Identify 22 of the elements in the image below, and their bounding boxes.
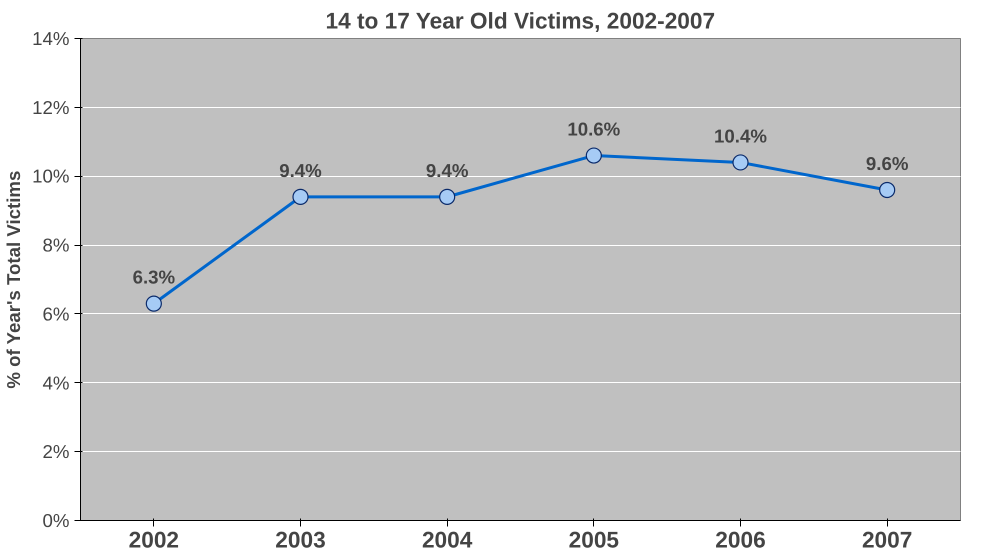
- y-axis-title: % of Year's Total Victims: [3, 170, 24, 389]
- x-tick-label: 2005: [568, 526, 620, 552]
- x-tick-label: 2003: [275, 526, 326, 552]
- x-tick-label: 2007: [862, 526, 912, 552]
- x-tick-label: 2004: [422, 526, 473, 552]
- data-label: 10.4%: [714, 125, 768, 146]
- data-label: 9.4%: [279, 160, 322, 181]
- data-label: 9.6%: [866, 152, 909, 174]
- y-tick-label: 14%: [32, 28, 70, 49]
- y-tick-label: 4%: [42, 372, 70, 394]
- data-label: 9.4%: [426, 160, 469, 181]
- x-tick-label: 2006: [715, 526, 766, 552]
- y-tick-label: 2%: [42, 441, 70, 462]
- chart-title: 14 to 17 Year Old Victims, 2002-2007: [325, 8, 716, 34]
- data-label: 6.3%: [132, 266, 176, 288]
- y-tick-label: 12%: [32, 96, 70, 118]
- data-label: 10.6%: [567, 118, 621, 140]
- y-tick-label: 0%: [42, 510, 70, 531]
- y-tick-label: 10%: [32, 166, 70, 187]
- y-tick-label: 8%: [42, 234, 70, 256]
- x-tick-label: 2002: [128, 526, 180, 552]
- y-tick-label: 6%: [42, 303, 70, 324]
